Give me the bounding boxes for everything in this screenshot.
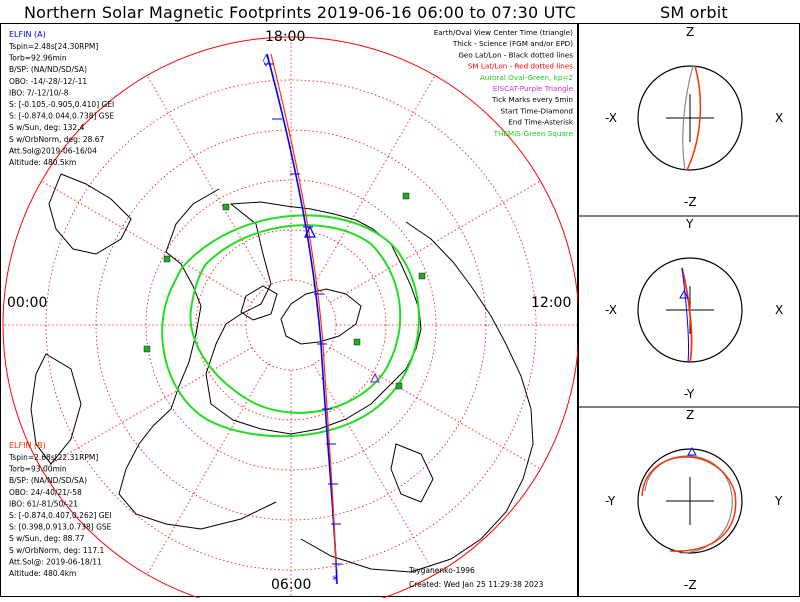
- legend-entry: Geo Lat/Lon - Black dotted lines: [458, 50, 573, 59]
- info-line: Att.Sol@2019-06-16/04: [9, 146, 97, 155]
- info-line: S w/Sun, deg: 88.77: [9, 534, 85, 543]
- themis-square: [353, 338, 361, 346]
- orbit-triangle: [687, 446, 697, 456]
- sm-longitude-line: [329, 347, 541, 470]
- themis-stations: [143, 192, 426, 390]
- info-line: S w/OrbNorm, deg: 117.1: [9, 546, 105, 555]
- footprint-map-panel: ◊ * 18:00 00:00 12:00 06:00 ELFIN (A) Tsp…: [0, 23, 580, 602]
- view-center-triangle: [303, 225, 317, 238]
- info-line: Torb=93.00min: [8, 465, 67, 474]
- info-line: S: [-0.874,0.044,0.738] GSE: [9, 112, 114, 121]
- end-asterisk: *: [332, 573, 338, 587]
- orbit-axis-label-right: X: [775, 303, 783, 317]
- page-title: Northern Solar Magnetic Footprints 2019-…: [24, 3, 576, 22]
- satellite-tracks: ◊*: [263, 53, 342, 587]
- earth-circle: [637, 65, 743, 171]
- info-line: OBO: 24/-40/21/-58: [9, 488, 82, 497]
- info-line: S: [0.398,0.913,0.738] GSE: [9, 523, 112, 532]
- sm-grid: [2, 36, 580, 602]
- start-diamond: ◊: [263, 53, 269, 67]
- elfin-a-info: Tspin=2.48s[24.30RPM] Torb=92.96min B/SP: …: [8, 42, 114, 167]
- orbit-axis-label-right: X: [775, 111, 783, 125]
- elfin-b-orbit: [686, 65, 702, 171]
- themis-square: [402, 192, 410, 200]
- info-line: S: [-0.874,0.407,0.262] GEI: [9, 511, 112, 520]
- elfin-b-orbit: [641, 456, 737, 552]
- info-line: Tspin=2.68s[22.31RPM]: [8, 453, 98, 462]
- elfin-b-name: ELFIN (B): [9, 441, 46, 450]
- info-line: Altitude: 480.4km: [9, 569, 76, 578]
- orbit-axis-label-bottom: -Z: [684, 195, 697, 209]
- info-line: S: [-0.105,-0.905,0.410] GEI: [9, 100, 114, 109]
- sm-longitude-line: [313, 363, 436, 575]
- orbit-axis-label-left: -Y: [605, 494, 616, 508]
- sm-latitude-circle: [95, 129, 487, 521]
- mlt-label-right: 12:00: [531, 295, 571, 311]
- themis-square: [222, 203, 230, 211]
- orbit-axis-label-right: Y: [774, 494, 783, 508]
- info-line: B/SP: (NA/ND/SD/SA): [9, 476, 87, 485]
- legend-entry: SM Lat/Lon - Red dotted lines: [468, 62, 573, 71]
- created-timestamp: Created: Wed Jan 25 11:29:38 2023: [409, 580, 544, 589]
- themis-square: [163, 255, 171, 263]
- mlt-label-left: 00:00: [7, 295, 47, 311]
- info-line: Altitude: 480.5km: [9, 158, 76, 167]
- elfin-b-track: [270, 53, 337, 570]
- orbit-axis-label-bottom: -Y: [684, 387, 695, 401]
- legend-entry: Thick - Science (FGM and/or EPD): [452, 39, 573, 48]
- sm-longitude-line: [329, 180, 541, 303]
- sm-latitude-circle: [195, 229, 387, 421]
- legend: Earth/Oval View Center Time (triangle) Th…: [434, 28, 574, 138]
- info-line: S w/Sun, deg: 132.4: [9, 123, 85, 132]
- mlt-label-top: 18:00: [265, 29, 305, 45]
- legend-entry: EISCAT-Purple Triangle: [493, 84, 574, 93]
- legend-entry: THEMIS-Green Square: [493, 129, 574, 138]
- eiscat-triangle: [369, 372, 381, 383]
- info-line: Att.Sol@: 2019-06-18/11: [9, 557, 102, 566]
- info-line: IBO: 61/-81/50/-21: [9, 499, 78, 508]
- info-line: B/SP: (NA/ND/SD/SA): [9, 65, 87, 74]
- elfin-a-orbit: [682, 65, 694, 171]
- auroral-oval: [161, 214, 420, 438]
- orbit-title: SM orbit: [660, 3, 728, 22]
- sm-orbit-plots: Z -Z -X X Y -Y -X X Z -Z -Y Y: [579, 25, 800, 592]
- orbit-axis-label-top: Y: [685, 217, 694, 231]
- elfin-a-orbit: [681, 267, 690, 363]
- sm-longitude-line: [313, 75, 436, 287]
- elfin-a-name: ELFIN (A): [9, 30, 46, 39]
- sm-longitude-line: [41, 180, 253, 303]
- coastline: [30, 173, 534, 573]
- elfin-a-track: [266, 53, 338, 585]
- model-credit: Tsyganenko-1996: [408, 566, 475, 575]
- orbit-axis-label-top: Z: [686, 25, 694, 39]
- sm-orbit-panel: Z -Z -X X Y -Y -X X Z -Z -Y Y: [578, 23, 800, 597]
- elfin-b-orbit: [681, 267, 693, 363]
- sm-longitude-line: [146, 75, 269, 287]
- legend-entry: Start Time-Diamond: [501, 106, 573, 115]
- orbit-axis-label-left: -X: [605, 111, 617, 125]
- footprint-map: ◊* 18:00 00:00 12:00 06:00 ELFIN (A) Tsp…: [2, 28, 580, 602]
- legend-entry: Earth/Oval View Center Time (triangle): [434, 28, 573, 37]
- legend-entry: Auroral Oval-Green, kp=2: [480, 73, 573, 82]
- legend-entry: Tick Marks every 5min: [491, 95, 573, 104]
- mlt-label-bottom: 06:00: [271, 577, 311, 593]
- sm-longitude-line: [146, 363, 269, 575]
- legend-entry: End Time-Asterisk: [508, 118, 574, 127]
- orbit-axis-label-top: Z: [686, 408, 694, 422]
- themis-square: [418, 272, 426, 280]
- orbit-triangle: [679, 289, 689, 299]
- orbit-axis-label-left: -X: [605, 303, 617, 317]
- info-line: S w/OrbNorm, deg: 28.67: [9, 135, 105, 144]
- themis-square: [395, 382, 403, 390]
- orbit-axis-label-bottom: -Z: [684, 578, 697, 592]
- earth-circle: [637, 448, 743, 554]
- themis-square: [143, 345, 151, 353]
- info-line: IBO: 7/-12/10/-8: [9, 88, 69, 97]
- info-line: Torb=92.96min: [8, 54, 67, 63]
- info-line: Tspin=2.48s[24.30RPM]: [8, 42, 98, 51]
- elfin-b-info: Tspin=2.68s[22.31RPM] Torb=93.00min B/SP: …: [8, 453, 112, 578]
- info-line: OBO: -14/-28/-12/-11: [9, 77, 87, 86]
- sm-longitude-line: [41, 347, 253, 470]
